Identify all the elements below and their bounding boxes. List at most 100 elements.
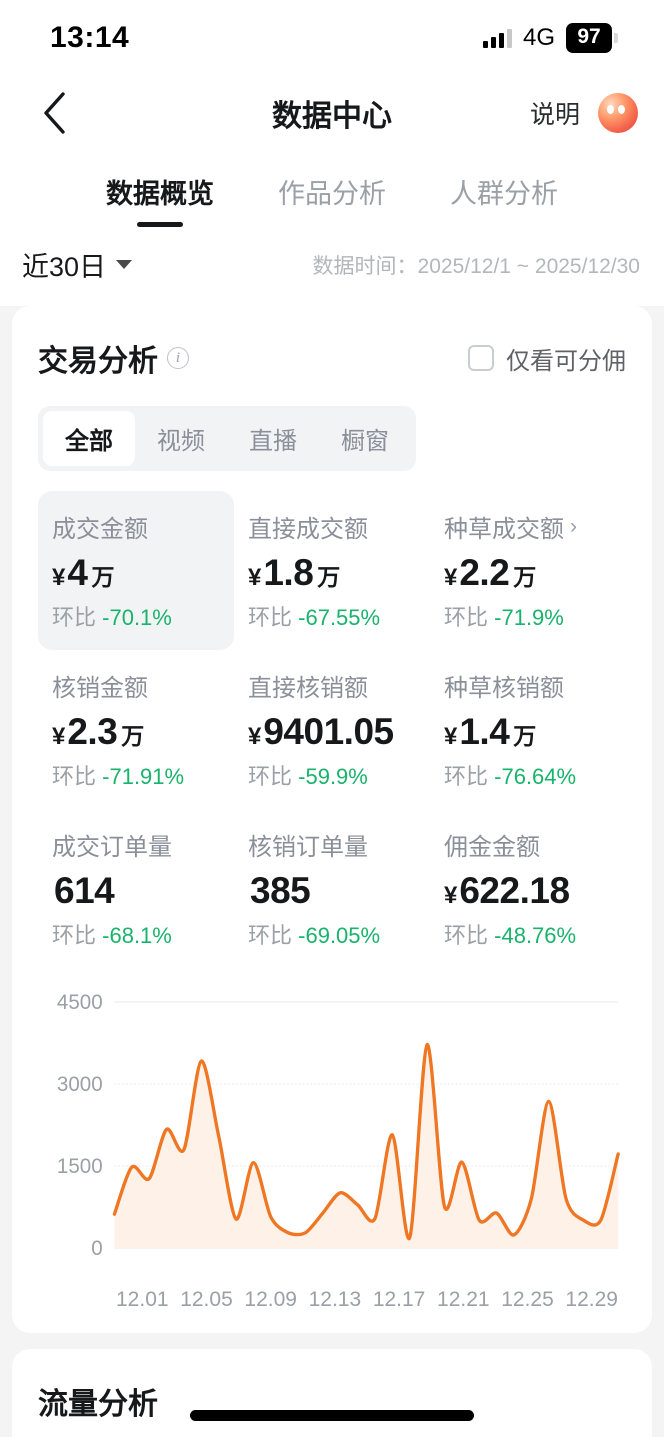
- metric-delta-wrap: 环比 -59.9%: [248, 759, 420, 791]
- metric-delta-wrap: 环比 -69.05%: [248, 918, 420, 950]
- metric-value: 1.4: [459, 711, 510, 752]
- metric-value-wrap: 385: [248, 870, 420, 912]
- metric-label-wrap: 核销订单量: [248, 827, 420, 862]
- metric-value: 4: [67, 552, 88, 593]
- status-bar: 13:14 4G 97: [0, 0, 664, 76]
- metric-label-wrap: 成交订单量: [52, 827, 224, 862]
- checkbox-label: 仅看可分佣: [506, 347, 626, 375]
- trade-card-header: 交易分析 i 仅看可分佣: [38, 336, 626, 380]
- metric-label-wrap: 直接核销额: [248, 668, 420, 703]
- date-range-label: 近30日: [22, 252, 107, 282]
- delta-prefix: 环比: [52, 923, 97, 948]
- segment-showcase[interactable]: 橱窗: [341, 428, 389, 455]
- chart-area-fill: [114, 1044, 619, 1248]
- metric-unit: 万: [121, 723, 145, 749]
- metric-label: 核销订单量: [248, 834, 368, 861]
- chart-x-tick-label: 12.21: [437, 1288, 490, 1311]
- delta-prefix: 环比: [444, 605, 489, 630]
- chevron-right-icon: ›: [570, 514, 577, 538]
- metric-label-wrap: 佣金金额: [444, 827, 616, 862]
- metric-label: 种草成交额: [444, 516, 564, 543]
- chart-x-tick-label: 12.09: [244, 1288, 297, 1311]
- delta-prefix: 环比: [52, 605, 97, 630]
- status-time: 13:14: [50, 21, 130, 54]
- metric-order-count[interactable]: 成交订单量 614 环比 -68.1%: [38, 809, 234, 968]
- trend-chart-svg: 0 1500 3000 4500: [57, 991, 620, 1260]
- signal-bars-icon: [482, 28, 512, 48]
- currency-symbol: ¥: [248, 723, 262, 750]
- metric-redeemed-amount[interactable]: 核销金额 ¥ 2.3 万 环比 -71.91%: [38, 650, 234, 809]
- chart-x-tick-label: 12.13: [308, 1288, 362, 1311]
- nav-bar: 数据中心 说明: [0, 76, 664, 150]
- segment-all[interactable]: 全部: [43, 411, 135, 466]
- trade-card-title-wrap: 交易分析 i: [38, 336, 189, 380]
- main-tabs: 数据概览 作品分析 人群分析: [0, 150, 664, 233]
- metric-delta-wrap: 环比 -67.55%: [248, 600, 420, 632]
- battery-percent: 97: [566, 23, 612, 53]
- segment-video[interactable]: 视频: [157, 428, 205, 455]
- delta-value: -69.05%: [298, 923, 381, 948]
- help-button[interactable]: 说明: [529, 101, 580, 129]
- chevron-down-icon: [116, 260, 133, 269]
- metric-direct-gmv[interactable]: 直接成交额 ¥ 1.8 万 环比 -67.55%: [234, 491, 430, 650]
- metric-delta-wrap: 环比 -48.76%: [444, 918, 616, 950]
- avatar[interactable]: [598, 93, 638, 133]
- metric-value: 622.18: [459, 870, 570, 911]
- tab-data-overview[interactable]: 数据概览: [102, 164, 218, 233]
- segment-live[interactable]: 直播: [249, 428, 297, 455]
- trend-chart: 0 1500 3000 4500 12.01 12.05 12.09 12.13 12.17 1…: [38, 986, 626, 1311]
- metric-label-wrap: 种草成交额 ›: [444, 509, 616, 544]
- metric-value: 2.2: [459, 552, 510, 593]
- chart-line: [112, 1042, 620, 1241]
- tab-label: 作品分析: [278, 179, 386, 209]
- delta-value: -70.1%: [102, 605, 172, 630]
- currency-symbol: ¥: [52, 723, 66, 750]
- delta-value: -68.1%: [102, 923, 172, 948]
- filter-bar: 近30日 数据时间：2025/12/1 ~ 2025/12/30: [0, 233, 664, 306]
- info-icon[interactable]: i: [167, 347, 189, 369]
- metric-value-wrap: ¥ 1.4 万: [444, 711, 616, 753]
- metric-delta-wrap: 环比 -71.91%: [52, 759, 224, 791]
- metric-label: 佣金金额: [444, 834, 540, 861]
- chart-x-tick-label: 12.01: [116, 1288, 169, 1311]
- metric-seeded-gmv[interactable]: 种草成交额 › ¥ 2.2 万 环比 -71.9%: [430, 491, 626, 650]
- metric-value-wrap: 614: [52, 870, 224, 912]
- tab-content-analysis[interactable]: 作品分析: [274, 164, 390, 233]
- currency-symbol: ¥: [444, 882, 458, 909]
- battery-nub-icon: [614, 32, 618, 43]
- metric-delta-wrap: 环比 -70.1%: [52, 600, 224, 632]
- date-range-selector[interactable]: 近30日: [22, 245, 133, 284]
- metric-label-wrap: 成交金额: [52, 509, 224, 544]
- metric-delta-wrap: 环比 -71.9%: [444, 600, 616, 632]
- metric-value: 614: [54, 870, 115, 911]
- delta-prefix: 环比: [248, 605, 293, 630]
- chart-y-tick-label: 1500: [57, 1155, 103, 1178]
- status-indicators: 4G 97: [482, 23, 618, 53]
- metric-label: 直接核销额: [248, 675, 368, 702]
- chart-x-tick-label: 12.17: [372, 1288, 426, 1311]
- metric-gmv[interactable]: 成交金额 ¥ 4 万 环比 -70.1%: [38, 491, 234, 650]
- metric-seeded-redeemed[interactable]: 种草核销额 ¥ 1.4 万 环比 -76.64%: [430, 650, 626, 809]
- metric-redeemed-order-count[interactable]: 核销订单量 385 环比 -69.05%: [234, 809, 430, 968]
- tab-audience-analysis[interactable]: 人群分析: [446, 164, 562, 233]
- metric-value-wrap: ¥ 2.3 万: [52, 711, 224, 753]
- delta-value: -67.55%: [298, 605, 381, 630]
- back-button[interactable]: [30, 89, 78, 137]
- trade-segment-control: 全部 视频 直播 橱窗: [38, 406, 416, 471]
- metric-label-wrap: 核销金额: [52, 668, 224, 703]
- trade-analysis-card: 交易分析 i 仅看可分佣 全部 视频 直播 橱窗 成交金额 ¥ 4: [12, 306, 652, 1333]
- metric-value-wrap: ¥ 1.8 万: [248, 552, 420, 594]
- delta-prefix: 环比: [444, 764, 489, 789]
- currency-symbol: ¥: [248, 564, 262, 591]
- metric-direct-redeemed[interactable]: 直接核销额 ¥ 9401.05 环比 -59.9%: [234, 650, 430, 809]
- commission-only-checkbox[interactable]: 仅看可分佣: [468, 341, 626, 376]
- delta-value: -71.91%: [102, 764, 185, 789]
- metric-commission[interactable]: 佣金金额 ¥ 622.18 环比 -48.76%: [430, 809, 626, 968]
- metric-unit: 万: [513, 564, 537, 590]
- metric-label-wrap: 直接成交额: [248, 509, 420, 544]
- metric-delta-wrap: 环比 -76.64%: [444, 759, 616, 791]
- metric-label: 成交金额: [52, 516, 148, 543]
- metric-value: 9401.05: [263, 711, 394, 752]
- metric-label-wrap: 种草核销额: [444, 668, 616, 703]
